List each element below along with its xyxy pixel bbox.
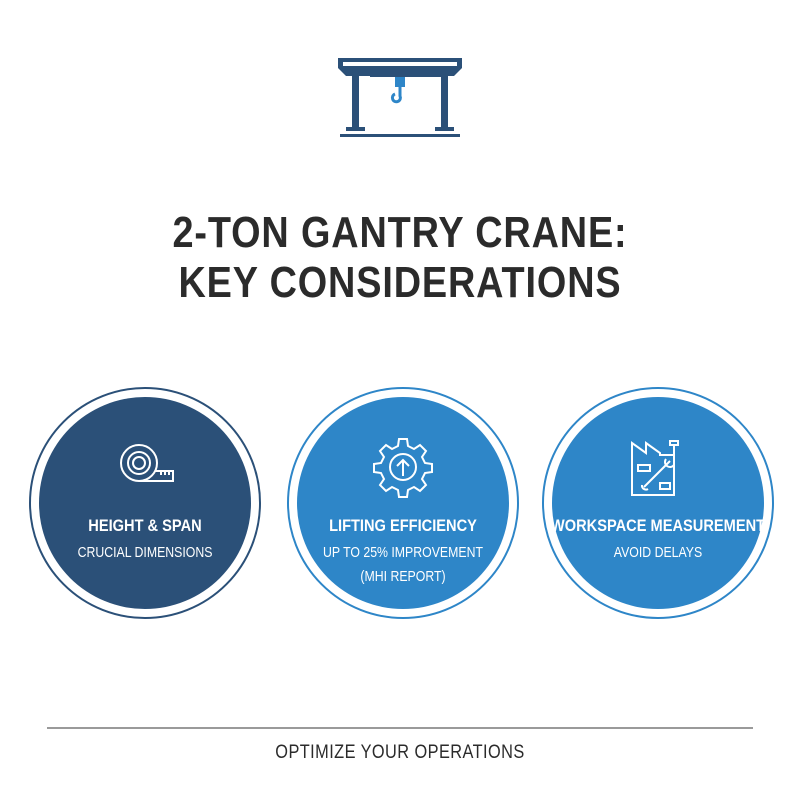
page-title-line-2: KEY CONSIDERATIONS [178, 258, 622, 307]
card-subtitle-block: UP TO 25% IMPROVEMENT (MHI REPORT) [300, 541, 507, 589]
factory-wrench-icon [631, 440, 679, 496]
page-title-line-1: 2-TON GANTRY CRANE: [172, 208, 628, 257]
card-subtitle: CRUCIAL DIMENSIONS [77, 544, 213, 561]
card-title: LIFTING EFFICIENCY [329, 516, 477, 535]
gantry-crane-icon [338, 58, 462, 137]
card-title: WORKSPACE MEASUREMENT [550, 516, 766, 535]
card-subtitle: UP TO 25% IMPROVEMENT [323, 544, 483, 561]
card-lifting-efficiency: LIFTING EFFICIENCY UP TO 25% IMPROVEMENT… [287, 387, 519, 619]
card-title: HEIGHT & SPAN [88, 516, 202, 535]
card-workspace-measurement: WORKSPACE MEASUREMENT AVOID DELAYS [542, 387, 774, 619]
tape-measure-icon [120, 444, 174, 482]
card-note: (MHI REPORT) [360, 568, 446, 585]
card-height-span: HEIGHT & SPAN CRUCIAL DIMENSIONS [29, 387, 261, 619]
card-subtitle: AVOID DELAYS [613, 544, 703, 561]
footer-tagline: OPTIMIZE YOUR OPERATIONS [275, 742, 525, 763]
gear-arrow-up-icon [373, 438, 433, 498]
divider [47, 727, 753, 729]
